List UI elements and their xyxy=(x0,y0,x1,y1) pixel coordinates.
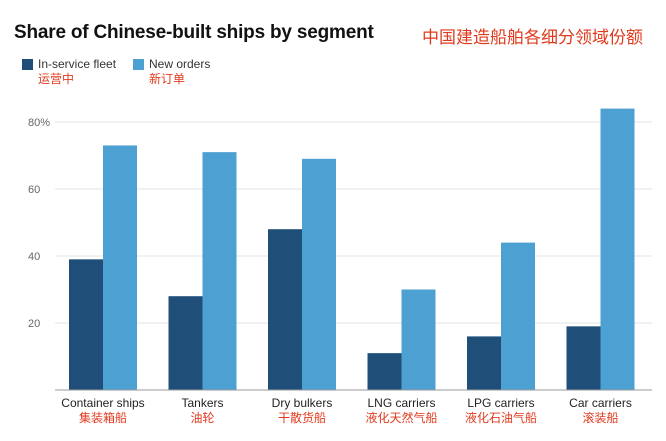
bar-car-carriers-new-orders xyxy=(600,108,635,390)
x-tick-label-chinese-lpg-carriers: 液化石油气船 xyxy=(465,410,537,425)
bar-lng-carriers-in-service-fleet xyxy=(367,353,402,390)
x-tick-label-chinese-lng-carriers: 液化天然气船 xyxy=(365,410,437,425)
bar-tankers-new-orders xyxy=(202,152,237,390)
y-tick-label-60: 60 xyxy=(28,184,40,196)
bar-lpg-carriers-new-orders xyxy=(501,242,535,390)
x-tick-label-car-carriers: Car carriers xyxy=(569,396,632,410)
legend-swatch-new-orders xyxy=(133,59,144,70)
y-tick-label-20: 20 xyxy=(28,318,40,330)
x-tick-label-container-ships: Container ships xyxy=(61,396,144,410)
bar-container-ships-in-service-fleet xyxy=(69,259,103,390)
bar-lpg-carriers-in-service-fleet xyxy=(467,336,501,390)
chart-title: Share of Chinese-built ships by segment xyxy=(14,22,374,43)
y-tick-label-80: 80% xyxy=(28,117,50,129)
bar-car-carriers-in-service-fleet xyxy=(566,326,601,390)
legend-label-in-service-fleet-chinese: 运营中 xyxy=(38,72,75,86)
bar-dry-bulkers-new-orders xyxy=(302,158,336,390)
legend-item-in-service-fleet: In-service fleet 运营中 xyxy=(22,58,116,87)
legend-swatch-in-service-fleet xyxy=(22,59,33,70)
chart-title-chinese: 中国建造船舶各细分领域份额 xyxy=(422,28,643,48)
legend-label-new-orders: New orders xyxy=(149,57,211,71)
x-tick-label-tankers: Tankers xyxy=(181,396,223,410)
x-tick-label-lpg-carriers: LPG carriers xyxy=(467,396,534,410)
x-tick-label-dry-bulkers: Dry bulkers xyxy=(272,396,333,410)
x-tick-label-chinese-car-carriers: 滚装船 xyxy=(582,410,618,425)
y-tick-label-40: 40 xyxy=(28,251,40,263)
x-tick-label-lng-carriers: LNG carriers xyxy=(367,396,435,410)
bar-container-ships-new-orders xyxy=(103,145,137,390)
legend-item-new-orders: New orders 新订单 xyxy=(133,58,210,87)
legend-label-new-orders-chinese: 新订单 xyxy=(149,72,186,86)
x-tick-label-chinese-container-ships: 集装箱船 xyxy=(79,410,127,425)
bar-lng-carriers-new-orders xyxy=(401,289,436,390)
bar-dry-bulkers-in-service-fleet xyxy=(268,229,302,390)
bar-tankers-in-service-fleet xyxy=(168,296,203,390)
x-tick-label-chinese-dry-bulkers: 干散货船 xyxy=(278,410,326,425)
legend-label-in-service-fleet: In-service fleet xyxy=(38,57,117,71)
x-tick-label-chinese-tankers: 油轮 xyxy=(190,411,214,425)
